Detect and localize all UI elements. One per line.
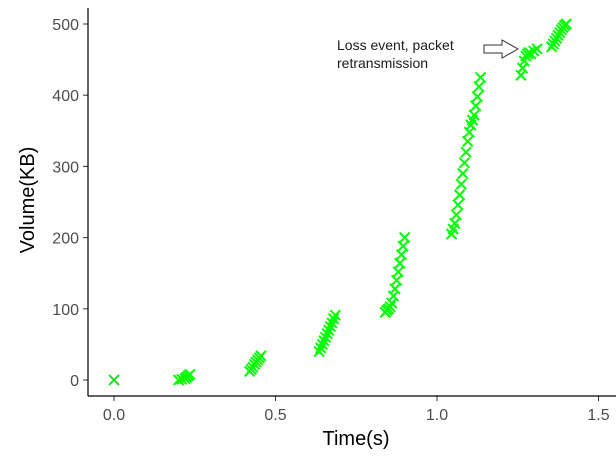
data-point xyxy=(474,71,487,84)
data-point xyxy=(327,313,340,325)
data-point xyxy=(452,199,464,211)
data-point xyxy=(461,135,474,148)
data-point xyxy=(455,178,467,190)
data-point xyxy=(318,335,330,347)
y-tick-label: 300 xyxy=(52,159,79,176)
data-point xyxy=(108,374,120,386)
y-tick-label: 100 xyxy=(52,302,79,319)
data-point xyxy=(390,274,403,287)
y-axis-ticks: 0 100 200 300 400 500 xyxy=(52,17,88,390)
data-point xyxy=(329,309,341,321)
data-point xyxy=(560,18,572,30)
data-point xyxy=(387,290,400,302)
data-point xyxy=(397,240,409,252)
annotation-arrow xyxy=(483,39,520,59)
data-point xyxy=(449,217,461,230)
data-point xyxy=(457,167,469,180)
y-tick-label: 500 xyxy=(52,17,79,34)
data-point xyxy=(516,62,529,74)
data-point xyxy=(473,80,485,93)
data-point xyxy=(471,90,484,103)
y-tick-label: 200 xyxy=(52,231,79,248)
data-point xyxy=(321,328,333,340)
data-point xyxy=(470,100,482,112)
data-point xyxy=(392,266,404,278)
x-tick-label: 0.5 xyxy=(264,407,286,424)
x-tick-label: 1.0 xyxy=(426,407,448,424)
data-points xyxy=(108,18,572,386)
data-point xyxy=(468,109,480,121)
annotation-line-1: Loss event, packet xyxy=(337,37,454,53)
data-point xyxy=(184,368,196,381)
data-point xyxy=(450,209,463,221)
data-point xyxy=(384,300,396,313)
data-point xyxy=(255,350,267,362)
data-point xyxy=(319,331,332,343)
data-point xyxy=(460,146,472,158)
data-point xyxy=(315,342,327,354)
x-axis-ticks: 0.0 0.5 1.0 1.5 xyxy=(103,396,610,424)
y-tick-label: 0 xyxy=(70,373,79,390)
data-point xyxy=(531,43,543,55)
y-axis-title: Volume(KB) xyxy=(17,147,39,254)
y-tick-label: 400 xyxy=(52,88,79,105)
data-point xyxy=(398,231,411,244)
x-axis-title: Time(s) xyxy=(322,428,389,450)
loss-event-annotation: Loss event, packet retransmission xyxy=(337,37,520,71)
data-point xyxy=(323,324,335,336)
data-point xyxy=(394,257,406,269)
data-point xyxy=(313,345,325,358)
data-point xyxy=(395,248,408,261)
data-point xyxy=(389,283,401,295)
data-point xyxy=(324,320,337,333)
data-point xyxy=(458,157,471,169)
x-tick-label: 1.5 xyxy=(587,407,609,424)
data-point xyxy=(515,69,527,81)
data-point xyxy=(453,189,466,201)
data-point xyxy=(463,126,476,138)
data-point xyxy=(316,338,329,351)
x-tick-label: 0.0 xyxy=(103,407,125,424)
annotation-line-2: retransmission xyxy=(337,55,428,71)
